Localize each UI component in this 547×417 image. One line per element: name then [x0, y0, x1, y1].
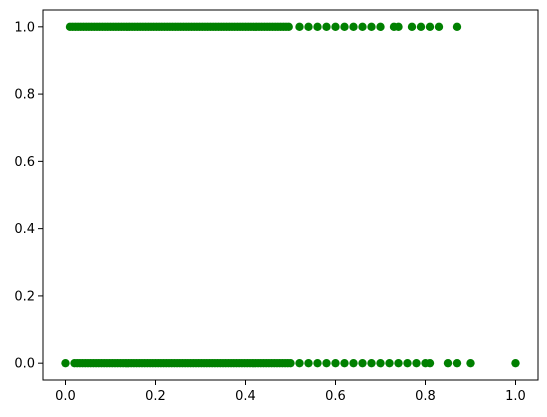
data-point [286, 358, 295, 368]
data-point [466, 358, 475, 368]
y-tick-label: 0.8 [14, 88, 35, 103]
x-tick-label: 1.0 [505, 389, 526, 404]
data-point [61, 358, 70, 368]
data-point [358, 358, 367, 368]
y-tick-label: 0.6 [14, 155, 35, 170]
x-tick-label: 0.2 [145, 389, 166, 404]
data-point [358, 22, 367, 32]
data-point [394, 358, 403, 368]
y-tick-label: 1.0 [14, 20, 35, 35]
data-point [407, 22, 417, 32]
data-point [425, 358, 435, 368]
data-point [313, 22, 322, 32]
data-point [304, 22, 313, 32]
data-point [434, 22, 444, 32]
data-point [511, 358, 520, 368]
data-point [394, 22, 403, 32]
data-point [284, 22, 293, 32]
data-point [403, 358, 412, 368]
y-tick-label: 0.2 [14, 289, 35, 304]
data-point [452, 22, 462, 32]
y-tick-label: 0.4 [14, 222, 35, 237]
x-axis: 0.0 0.2 0.4 0.6 0.8 1.0 [55, 380, 526, 404]
data-point [322, 358, 331, 368]
axes-frame [42, 9, 539, 381]
data-point [367, 358, 376, 368]
data-point [295, 22, 304, 32]
points-layer [61, 22, 520, 368]
data-point [416, 22, 426, 32]
x-tick-label: 0.6 [325, 389, 346, 404]
y-axis: 0.0 0.2 0.4 0.6 0.8 1.0 [14, 20, 43, 372]
x-tick-label: 0.8 [415, 389, 436, 404]
data-point [443, 358, 453, 368]
x-tick-label: 0.4 [235, 389, 256, 404]
data-point [322, 22, 331, 32]
data-point [452, 358, 462, 368]
data-point [340, 358, 349, 368]
data-point [304, 358, 313, 368]
data-point [412, 358, 421, 368]
y-tick-label: 0.0 [14, 357, 35, 372]
data-point [425, 22, 435, 32]
data-point [349, 22, 358, 32]
plot-area [43, 10, 538, 380]
data-point [376, 358, 385, 368]
data-point [367, 22, 376, 32]
data-point [376, 22, 385, 32]
data-point [313, 358, 322, 368]
data-point [349, 358, 358, 368]
data-point [295, 358, 304, 368]
x-tick-label: 0.0 [55, 389, 76, 404]
data-point [331, 358, 340, 368]
data-point [331, 22, 340, 32]
data-point [385, 358, 394, 368]
data-point [340, 22, 349, 32]
